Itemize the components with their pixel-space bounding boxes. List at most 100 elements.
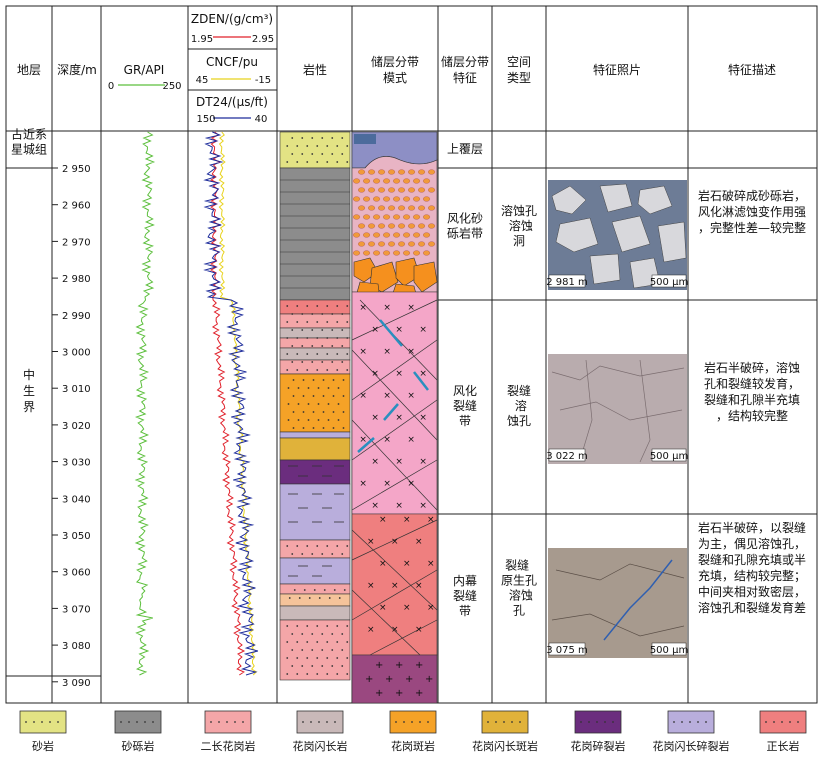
lith-granodiorite-cataclasite-3 bbox=[279, 557, 351, 585]
svg-text:×: × bbox=[371, 369, 379, 379]
svg-text:×: × bbox=[403, 603, 411, 613]
legend-label: 二长花岗岩 bbox=[201, 739, 256, 753]
svg-text:+: + bbox=[365, 674, 373, 685]
lith-granite-porphyry bbox=[279, 373, 351, 433]
svg-text:×: × bbox=[415, 581, 423, 591]
svg-text:×: × bbox=[379, 603, 387, 613]
lith-dot-pattern bbox=[286, 137, 349, 675]
photo-2-scale: 500 μm bbox=[650, 451, 688, 462]
lith-monzogranite-3 bbox=[279, 359, 351, 375]
lithology-column bbox=[279, 131, 351, 681]
svg-text:×: × bbox=[407, 479, 415, 489]
svg-text:×: × bbox=[359, 303, 367, 313]
legend-label: 正长岩 bbox=[767, 739, 800, 753]
lith-porphyry-band bbox=[279, 593, 351, 607]
svg-text:×: × bbox=[395, 413, 403, 423]
depth-tick-label: 3 000 bbox=[62, 348, 91, 359]
svg-text:×: × bbox=[359, 479, 367, 489]
svg-text:×: × bbox=[407, 391, 415, 401]
svg-text:×: × bbox=[383, 303, 391, 313]
header-depth: 深度/m bbox=[57, 62, 97, 77]
svg-text:+: + bbox=[405, 674, 413, 685]
gr-min: 0 bbox=[108, 81, 114, 92]
legend-label: 砂砾岩 bbox=[122, 739, 155, 753]
photo-weathered bbox=[548, 354, 687, 464]
legend-swatch bbox=[296, 710, 344, 734]
lith-granodiorite-cataclasite-2 bbox=[279, 483, 351, 541]
legend-item: 花岗碎裂岩 bbox=[571, 710, 626, 753]
header-row: 地层 深度/m GR/API 0 250 ZDEN/(g/cm³) 1.95 2… bbox=[17, 12, 776, 125]
photo-inner-fracture bbox=[603, 559, 673, 641]
lith-monzogranite-6 bbox=[279, 619, 351, 681]
svg-text:×: × bbox=[407, 347, 415, 357]
header-zden: ZDEN/(g/cm³) bbox=[191, 12, 273, 26]
svg-text:×: × bbox=[379, 515, 387, 525]
depth-tick-label: 3 080 bbox=[62, 641, 91, 652]
photo-1-depth-box bbox=[548, 274, 586, 288]
svg-text:+: + bbox=[385, 674, 393, 685]
lith-monzogranite-1 bbox=[279, 313, 351, 329]
photo-3-scale: 500 μm bbox=[650, 645, 688, 656]
photo-2-depth-box bbox=[548, 448, 586, 462]
depth-tick-label: 3 020 bbox=[62, 421, 91, 432]
svg-text:×: × bbox=[371, 413, 379, 423]
legend-swatch bbox=[114, 710, 162, 734]
model-overlying-cap bbox=[354, 134, 376, 144]
depth-axis: 2 950 2 960 2 970 2 980 2 990 3 000 3 010 3 020… bbox=[52, 164, 91, 689]
svg-text:×: × bbox=[359, 435, 367, 445]
legend-item: 砂砾岩 bbox=[114, 710, 162, 753]
zone-inner-feature: 内幕裂缝带 bbox=[453, 574, 477, 618]
svg-text:×: × bbox=[427, 559, 435, 569]
svg-text:×: × bbox=[391, 581, 399, 591]
photo-inner bbox=[548, 548, 687, 658]
svg-text:×: × bbox=[371, 325, 379, 335]
svg-text:+: + bbox=[395, 688, 403, 699]
svg-text:×: × bbox=[407, 303, 415, 313]
header-dt24: DT24/(μs/ft) bbox=[196, 95, 268, 109]
svg-text:×: × bbox=[395, 501, 403, 511]
legend-label: 花岗闪长碎裂岩 bbox=[653, 739, 730, 753]
zone-weathered-feature: 风化裂缝带 bbox=[453, 384, 477, 428]
photo-2-scale-box bbox=[651, 448, 687, 462]
legend-swatch bbox=[19, 710, 67, 734]
photo-1-scale-box bbox=[651, 274, 687, 288]
model-open-fractures bbox=[357, 319, 429, 453]
zonation-model: × × × × × × × × × × × × × × × × × × × × × × × × × × × × × × × × × × × × × × × ×… bbox=[351, 131, 438, 704]
lith-monzogranite-4 bbox=[279, 539, 351, 559]
zone-descriptions: 岩石破碎成砂砾岩，风化淋滤蚀变作用强，完整性差—较完整 岩石半破碎，溶蚀孔和裂缝… bbox=[698, 188, 806, 615]
model-x-pattern: × × × × × × × × × × × × × × × × × × × × × × × × × × × × × × × × × × × × × × × ×… bbox=[359, 303, 434, 699]
svg-text:×: × bbox=[359, 391, 367, 401]
zone-glutenite-space: 溶蚀孔 溶蚀洞 bbox=[501, 203, 537, 248]
svg-text:×: × bbox=[403, 515, 411, 525]
legend-item: 花岗闪长岩 bbox=[293, 710, 348, 753]
svg-text:+: + bbox=[375, 660, 383, 671]
legend: 砂岩 砂砾岩 二长花岗岩 花岗闪长岩 花岗斑岩 花岗闪长斑岩 花岗碎裂岩 花岗闪长碎裂岩 正长岩 bbox=[19, 710, 807, 753]
svg-text:×: × bbox=[395, 369, 403, 379]
svg-text:+: + bbox=[375, 688, 383, 699]
dt24-max: 40 bbox=[255, 114, 268, 125]
svg-text:×: × bbox=[403, 559, 411, 569]
svg-text:+: + bbox=[415, 660, 423, 671]
svg-text:×: × bbox=[383, 479, 391, 489]
gr-curve bbox=[134, 131, 156, 676]
legend-item: 花岗闪长碎裂岩 bbox=[653, 710, 730, 753]
header-zonation-feature: 储层分带特征 bbox=[441, 54, 489, 85]
desc-glutenite: 岩石破碎成砂砾岩，风化淋滤蚀变作用强，完整性差—较完整 bbox=[698, 188, 806, 235]
lith-granite-cataclasite bbox=[279, 459, 351, 485]
log-curves bbox=[134, 131, 259, 676]
dt24-curve bbox=[203, 131, 259, 676]
header-stratum: 地层 bbox=[17, 63, 41, 77]
desc-weathered: 岩石半破碎，溶蚀孔和裂缝较发育，裂缝和孔隙半充填，结构较完整 bbox=[704, 360, 800, 423]
strata-column: 古近系星城组 中生界 bbox=[11, 127, 47, 415]
legend-swatch bbox=[481, 710, 529, 734]
zden-max: 2.95 bbox=[252, 34, 274, 45]
header-zonation-model: 储层分带模式 bbox=[371, 54, 419, 85]
cncf-curve bbox=[218, 131, 258, 676]
lith-granodiorite-2 bbox=[279, 347, 351, 361]
lith-granodiorite-3 bbox=[279, 605, 351, 621]
svg-text:×: × bbox=[367, 581, 375, 591]
legend-item: 花岗闪长斑岩 bbox=[472, 710, 538, 753]
lith-glutenite-lines bbox=[280, 179, 350, 289]
svg-text:×: × bbox=[407, 435, 415, 445]
